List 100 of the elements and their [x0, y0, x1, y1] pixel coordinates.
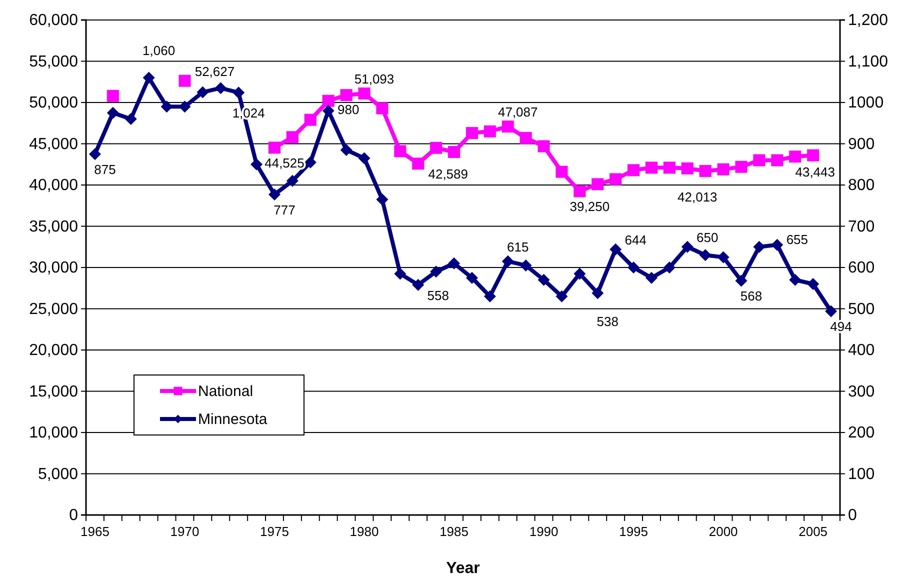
data-label: 777: [274, 202, 296, 218]
y2-tick-label: 400: [848, 342, 875, 360]
point: [322, 104, 334, 117]
data-label: 1,060: [142, 42, 176, 58]
point: [196, 86, 209, 98]
point: [178, 74, 191, 87]
y-tick-label: 15,000: [29, 383, 78, 400]
y-tick-label: 5,000: [38, 466, 78, 483]
point: [268, 188, 280, 200]
y-tick-label: 55,000: [29, 53, 78, 70]
x-axis-title: Year: [446, 560, 480, 577]
point: [753, 154, 766, 166]
point: [88, 148, 101, 160]
point: [106, 106, 119, 119]
point: [610, 243, 622, 256]
point: [717, 163, 730, 176]
point: [376, 102, 388, 114]
y2-tick-label: 1000: [848, 94, 884, 112]
y2-tick-label: 900: [848, 136, 875, 153]
point: [520, 259, 532, 272]
y2-tick-label: 0: [848, 507, 857, 524]
data-label: 650: [696, 230, 718, 245]
point: [789, 274, 802, 286]
point: [556, 290, 568, 302]
data-label: 644: [624, 232, 646, 248]
x-tick-label: 2005: [798, 524, 828, 540]
point: [538, 274, 550, 286]
data-label: 47,087: [498, 104, 538, 120]
y-tick-label: 30,000: [29, 260, 78, 277]
y2-tick-label: 1,100: [848, 53, 888, 70]
point: [304, 114, 316, 126]
x-tick-label: 1975: [260, 524, 289, 540]
y2-tick-label: 500: [848, 300, 875, 318]
point: [771, 154, 784, 166]
point: [502, 255, 514, 268]
point: [412, 278, 424, 291]
data-label: 568: [740, 288, 762, 304]
y-tick-label: 0: [69, 507, 78, 524]
point: [646, 272, 658, 284]
point: [753, 240, 766, 253]
point: [717, 251, 730, 264]
point: [735, 274, 748, 287]
x-tick-label: 2000: [708, 524, 738, 540]
y2-tick-label: 700: [848, 218, 875, 236]
point: [663, 262, 676, 274]
y-tick-label: 40,000: [29, 177, 78, 194]
point: [214, 82, 227, 94]
x-tick-label: 1965: [80, 524, 110, 540]
point: [484, 125, 496, 138]
point: [574, 185, 586, 198]
data-label: 44,525: [264, 156, 304, 171]
point: [268, 142, 280, 154]
y-tick-label: 50,000: [29, 94, 78, 112]
data-label: 875: [94, 162, 116, 178]
y-tick-label: 25,000: [29, 300, 78, 318]
point: [358, 152, 370, 164]
point: [610, 173, 622, 186]
point: [484, 290, 496, 302]
point: [358, 87, 370, 100]
point: [771, 238, 784, 251]
data-label: 43,443: [795, 164, 835, 180]
y2-tick-label: 1,200: [848, 12, 888, 30]
data-label: 615: [507, 239, 529, 254]
point: [699, 164, 712, 177]
point: [412, 158, 424, 170]
point: [735, 160, 748, 173]
point: [394, 268, 406, 280]
y2-tick-label: 300: [848, 383, 875, 400]
point: [394, 145, 406, 158]
point: [646, 162, 658, 174]
point: [628, 262, 640, 274]
point: [574, 268, 586, 280]
x-tick-label: 1985: [440, 524, 468, 540]
point: [286, 131, 298, 144]
data-label: 42,589: [428, 166, 468, 182]
y2-tick-label: 200: [848, 424, 875, 442]
x-tick-label: 1990: [529, 524, 558, 540]
y2-tick-label: 600: [848, 260, 875, 277]
point: [681, 162, 694, 174]
data-label: 655: [786, 232, 808, 247]
point: [538, 140, 550, 152]
point: [106, 90, 119, 102]
data-label: 42,013: [678, 189, 718, 204]
point: [430, 142, 442, 154]
point: [286, 174, 298, 187]
point: [556, 166, 568, 178]
point: [681, 240, 694, 253]
data-label: 538: [596, 314, 618, 330]
point: [592, 287, 604, 300]
point: [322, 94, 334, 107]
point: [663, 162, 676, 174]
y-tick-label: 35,000: [29, 218, 78, 236]
point: [376, 193, 388, 206]
point: [466, 127, 478, 140]
point: [250, 158, 263, 170]
y2-tick-label: 100: [848, 466, 875, 483]
legend-label: Minnesota: [198, 411, 268, 428]
x-tick-label: 1995: [619, 524, 648, 540]
point: [340, 89, 352, 102]
point: [592, 178, 604, 190]
